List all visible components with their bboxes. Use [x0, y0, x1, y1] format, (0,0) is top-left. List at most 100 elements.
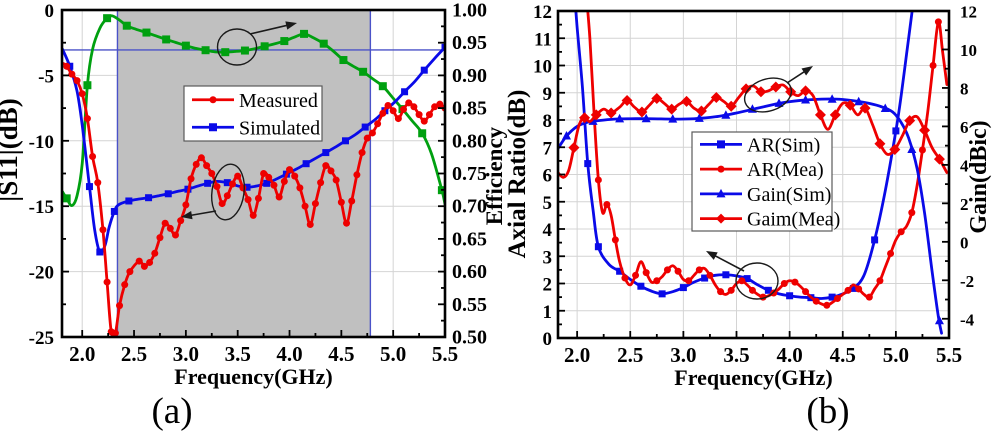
svg-text:0.55: 0.55: [452, 294, 487, 316]
svg-text:Frequency(GHz): Frequency(GHz): [674, 365, 832, 390]
annotation-arrowhead: [801, 66, 813, 76]
svg-text:0: 0: [543, 329, 553, 350]
svg-text:0: 0: [960, 233, 969, 252]
svg-text:0.60: 0.60: [452, 261, 487, 283]
svg-text:-4: -4: [960, 310, 975, 329]
svg-text:0.70: 0.70: [452, 196, 487, 218]
svg-text:12: 12: [533, 2, 552, 23]
annotation-arrow-line: [786, 70, 806, 84]
svg-text:0.80: 0.80: [452, 130, 487, 152]
svg-text:5.5: 5.5: [432, 342, 458, 366]
tick-labels: 2.0 2.5 3.0 3.5 4.0 4.5 5.0 5.5 0 -5 -10 -15 -20 -25 1…: [29, 0, 487, 366]
svg-text:4.0: 4.0: [777, 343, 803, 367]
svg-text:Gain(dBic): Gain(dBic): [966, 120, 992, 233]
annotation-ellipse: [216, 28, 258, 66]
svg-text:3: 3: [543, 247, 553, 268]
svg-text:2.5: 2.5: [617, 343, 643, 367]
series-ar-sim--line: [574, 10, 914, 300]
svg-text:10: 10: [960, 41, 977, 60]
svg-text:Frequency(GHz): Frequency(GHz): [174, 364, 332, 389]
chart-a: 2.0 2.5 3.0 3.5 4.0 4.5 5.0 5.5 0 -5 -10 -15 -20 -25 1…: [0, 0, 507, 389]
svg-text:0: 0: [45, 1, 55, 22]
svg-text:-25: -25: [29, 328, 54, 349]
svg-text:AR(Mea): AR(Mea): [747, 159, 824, 181]
legend-box: [183, 85, 323, 142]
svg-text:1.00: 1.00: [452, 0, 487, 22]
series-ar-mea--markers: [594, 18, 942, 309]
svg-text:0.65: 0.65: [452, 228, 487, 250]
annotation-ellipse: [210, 163, 246, 221]
annotation-arrowhead: [181, 211, 193, 220]
series-ar-sim--markers: [584, 127, 900, 302]
svg-text:4: 4: [543, 220, 553, 241]
svg-text:10: 10: [533, 57, 552, 78]
series-gaim-mea--markers: [568, 81, 945, 165]
svg-text:4.0: 4.0: [276, 342, 302, 366]
svg-text:4.5: 4.5: [830, 343, 856, 367]
svg-text:Axial Ratio(dB): Axial Ratio(dB): [504, 90, 531, 259]
axis-titles: Frequency(GHz) Axial Ratio(dB) Gain(dBic): [504, 90, 992, 390]
svg-text:6: 6: [960, 118, 969, 137]
svg-text:12: 12: [960, 3, 977, 22]
annotation-arrow-line: [189, 210, 217, 217]
axis-ticks: [62, 9, 446, 338]
annotation-arrow-line: [713, 254, 745, 272]
svg-text:8: 8: [960, 79, 969, 98]
svg-text:Gaim(Mea): Gaim(Mea): [747, 209, 840, 231]
svg-text:-15: -15: [29, 197, 54, 218]
svg-text:4.5: 4.5: [328, 342, 354, 366]
svg-text:4: 4: [960, 156, 969, 175]
tick-labels: 2.0 2.5 3.0 3.5 4.0 4.5 5.0 5.51211109876543210…: [533, 2, 977, 367]
chart-b: 2.0 2.5 3.0 3.5 4.0 4.5 5.0 5.51211109876543210…: [504, 2, 992, 390]
series-measured-markers: [63, 62, 446, 337]
svg-text:-5: -5: [38, 66, 54, 87]
svg-text:5.5: 5.5: [936, 343, 962, 367]
svg-text:0.90: 0.90: [452, 65, 487, 87]
svg-text:0.95: 0.95: [452, 32, 487, 54]
annotation-arrow-line: [249, 24, 289, 35]
svg-text:8: 8: [543, 111, 553, 132]
svg-text:11: 11: [534, 29, 552, 50]
svg-text:5.0: 5.0: [380, 342, 406, 366]
annotation-arrowhead: [706, 251, 718, 260]
annotation-ellipse: [743, 77, 793, 113]
svg-text:6: 6: [543, 166, 553, 187]
axis-titles: Frequency(GHz) |S11|(dB) Efficiency: [0, 98, 507, 389]
svg-text:Simulated: Simulated: [239, 117, 320, 139]
svg-text:Efficiency: Efficiency: [482, 126, 507, 225]
svg-text:3.5: 3.5: [225, 342, 251, 366]
annotation-arrowhead: [285, 21, 297, 30]
legend: AR(Sim) AR(Mea) Gain(Sim) Gaim(Mea): [691, 131, 840, 232]
svg-text:-10: -10: [29, 132, 54, 153]
svg-text:Measured: Measured: [239, 90, 318, 112]
svg-text:2: 2: [543, 275, 553, 296]
svg-text:3.0: 3.0: [670, 343, 696, 367]
svg-text:5.0: 5.0: [883, 343, 909, 367]
annotations: [181, 21, 297, 221]
svg-text:2.0: 2.0: [564, 343, 590, 367]
svg-text:2: 2: [960, 195, 969, 214]
svg-text:AR(Sim): AR(Sim): [747, 134, 820, 156]
svg-text:-20: -20: [29, 263, 54, 284]
series-group: [557, 10, 949, 335]
svg-text:3.5: 3.5: [723, 343, 749, 367]
legend-box: [691, 131, 833, 232]
caption-b: (b): [806, 391, 850, 431]
svg-text:5: 5: [543, 193, 553, 214]
svg-text:0.50: 0.50: [452, 327, 487, 349]
svg-text:3.0: 3.0: [173, 342, 199, 366]
annotations: [706, 66, 813, 300]
svg-text:|S11|(dB): |S11|(dB): [0, 98, 23, 201]
svg-text:7: 7: [543, 138, 553, 159]
caption-a: (a): [151, 391, 193, 431]
svg-text:9: 9: [543, 84, 553, 105]
svg-text:0.75: 0.75: [452, 163, 487, 185]
svg-text:Gain(Sim): Gain(Sim): [747, 184, 831, 206]
svg-text:1: 1: [543, 302, 553, 323]
axis-ticks: [558, 10, 950, 339]
svg-text:-2: -2: [960, 272, 974, 291]
svg-text:2.5: 2.5: [121, 342, 147, 366]
svg-text:0.85: 0.85: [452, 98, 487, 120]
legend: Measured Simulated: [183, 85, 323, 142]
